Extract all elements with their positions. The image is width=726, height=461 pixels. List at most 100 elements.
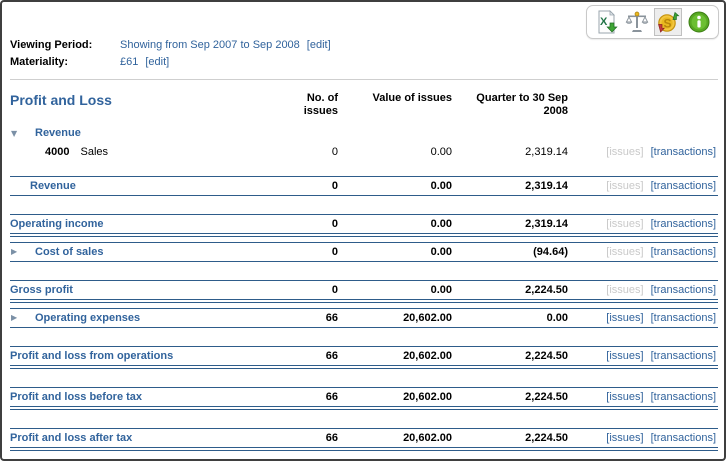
cell-quarter-value: 2,224.50 bbox=[525, 432, 568, 444]
table-header: Profit and Loss No. of issues Value of i… bbox=[10, 92, 718, 118]
viewing-period-row: Viewing Period: Showing from Sep 2007 to… bbox=[10, 37, 718, 54]
section-label[interactable]: Cost of sales bbox=[35, 246, 104, 258]
row-revenue-group: ▼ Revenue bbox=[10, 124, 718, 143]
total-label: Gross profit bbox=[10, 284, 73, 296]
info-button[interactable] bbox=[685, 8, 713, 36]
row-gross-profit: Gross profit 0 0.00 2,224.50 [issues] [t… bbox=[10, 280, 718, 300]
cell-quarter-value: 2,319.14 bbox=[525, 146, 568, 158]
scales-icon bbox=[625, 10, 649, 34]
cell-value-of-issues: 0.00 bbox=[430, 246, 452, 258]
column-header-no-of-issues: No. of issues bbox=[303, 92, 338, 117]
cell-quarter-value: 0.00 bbox=[546, 312, 568, 324]
svg-text:X: X bbox=[600, 16, 608, 28]
page-title: Profit and Loss bbox=[10, 92, 112, 108]
issues-link[interactable]: [issues] bbox=[606, 432, 644, 444]
materiality-value: £61 bbox=[120, 56, 139, 68]
double-rule bbox=[10, 234, 718, 237]
excel-export-icon: X bbox=[594, 10, 618, 34]
transactions-link[interactable]: [transactions] bbox=[650, 350, 716, 362]
cell-quarter-value: 2,224.50 bbox=[525, 284, 568, 296]
header-divider bbox=[10, 79, 718, 80]
issues-link: [issues] bbox=[606, 146, 644, 158]
issues-link[interactable]: [issues] bbox=[606, 350, 644, 362]
row-pl-from-operations: Profit and loss from operations 66 20,60… bbox=[10, 346, 718, 366]
issues-link: [issues] bbox=[606, 284, 644, 296]
total-label: Operating income bbox=[10, 218, 104, 230]
account-name: Sales bbox=[80, 146, 109, 158]
expand-triangle-icon[interactable]: ▶ bbox=[11, 313, 18, 322]
cell-no-of-issues: 0 bbox=[331, 284, 338, 296]
cell-value-of-issues: 20,602.00 bbox=[403, 391, 452, 403]
issues-link[interactable]: [issues] bbox=[606, 391, 644, 403]
transactions-link[interactable]: [transactions] bbox=[650, 432, 716, 444]
row-revenue-subtotal: Revenue 0 0.00 2,319.14 [issues] [transa… bbox=[10, 176, 718, 196]
cell-no-of-issues: 0 bbox=[331, 180, 338, 192]
expand-triangle-icon[interactable]: ▶ bbox=[11, 247, 18, 256]
cell-no-of-issues: 0 bbox=[331, 146, 338, 158]
cell-quarter-value: 2,319.14 bbox=[525, 180, 568, 192]
cell-no-of-issues: 66 bbox=[325, 312, 338, 324]
svg-text:S: S bbox=[664, 17, 672, 31]
total-label: Profit and loss after tax bbox=[10, 432, 133, 444]
issues-link: [issues] bbox=[606, 180, 644, 192]
double-rule bbox=[10, 407, 718, 410]
subtotal-label: Revenue bbox=[30, 180, 76, 192]
issues-link[interactable]: [issues] bbox=[606, 312, 644, 324]
double-rule bbox=[10, 300, 718, 303]
issues-link: [issues] bbox=[606, 218, 644, 230]
transactions-link[interactable]: [transactions] bbox=[650, 218, 716, 230]
cell-no-of-issues: 66 bbox=[325, 391, 338, 403]
materiality-label: Materiality: bbox=[10, 56, 69, 68]
transactions-link[interactable]: [transactions] bbox=[650, 146, 716, 158]
materiality-row: Materiality: £61 [edit] bbox=[10, 54, 718, 71]
cell-value-of-issues: 0.00 bbox=[430, 284, 452, 296]
section-label[interactable]: Operating expenses bbox=[35, 312, 141, 324]
viewing-period-label: Viewing Period: bbox=[10, 39, 93, 51]
account-code: 4000 bbox=[45, 146, 70, 158]
row-operating-income: Operating income 0 0.00 2,319.14 [issues… bbox=[10, 214, 718, 234]
cell-value-of-issues: 20,602.00 bbox=[403, 432, 452, 444]
transactions-link[interactable]: [transactions] bbox=[650, 391, 716, 403]
cell-value-of-issues: 0.00 bbox=[430, 218, 452, 230]
total-label: Profit and loss from operations bbox=[10, 350, 174, 362]
materiality-button[interactable] bbox=[623, 8, 651, 36]
row-account-4000-sales: 4000 Sales 0 0.00 2,319.14 [issues] [tra… bbox=[10, 143, 718, 162]
row-operating-expenses: ▶ Operating expenses 66 20,602.00 0.00 [… bbox=[10, 308, 718, 328]
report-settings: Viewing Period: Showing from Sep 2007 to… bbox=[10, 37, 718, 71]
transactions-link[interactable]: [transactions] bbox=[650, 312, 716, 324]
double-rule bbox=[10, 366, 718, 369]
cell-value-of-issues: 20,602.00 bbox=[403, 350, 452, 362]
transactions-link[interactable]: [transactions] bbox=[650, 246, 716, 258]
edit-viewing-period-link[interactable]: [edit] bbox=[306, 39, 331, 51]
double-rule bbox=[10, 448, 718, 451]
toolbar: X S bbox=[586, 5, 719, 39]
cell-no-of-issues: 66 bbox=[325, 432, 338, 444]
cell-value-of-issues: 20,602.00 bbox=[403, 312, 452, 324]
row-pl-before-tax: Profit and loss before tax 66 20,602.00 … bbox=[10, 387, 718, 407]
row-cost-of-sales: ▶ Cost of sales 0 0.00 (94.64) [issues] … bbox=[10, 242, 718, 262]
column-header-value-of-issues: Value of issues bbox=[372, 92, 452, 104]
currency-icon: S bbox=[656, 10, 680, 34]
total-label: Profit and loss before tax bbox=[10, 391, 143, 403]
cell-no-of-issues: 0 bbox=[331, 218, 338, 230]
info-icon bbox=[687, 10, 711, 34]
currency-button[interactable]: S bbox=[654, 8, 682, 36]
transactions-link[interactable]: [transactions] bbox=[650, 284, 716, 296]
cell-no-of-issues: 66 bbox=[325, 350, 338, 362]
collapse-triangle-icon[interactable]: ▼ bbox=[11, 129, 18, 138]
cell-no-of-issues: 0 bbox=[331, 246, 338, 258]
cell-value-of-issues: 0.00 bbox=[430, 180, 452, 192]
column-header-quarter: Quarter to 30 Sep 2008 bbox=[476, 92, 568, 117]
cell-quarter-value: 2,224.50 bbox=[525, 391, 568, 403]
cell-value-of-issues: 0.00 bbox=[430, 146, 452, 158]
viewing-period-value: Showing from Sep 2007 to Sep 2008 bbox=[120, 39, 300, 51]
issues-link: [issues] bbox=[606, 246, 644, 258]
cell-quarter-value: 2,224.50 bbox=[525, 350, 568, 362]
edit-materiality-link[interactable]: [edit] bbox=[145, 56, 170, 68]
cell-quarter-value: 2,319.14 bbox=[525, 218, 568, 230]
transactions-link[interactable]: [transactions] bbox=[650, 180, 716, 192]
group-label[interactable]: Revenue bbox=[35, 127, 81, 139]
export-excel-button[interactable]: X bbox=[592, 8, 620, 36]
cell-quarter-value: (94.64) bbox=[533, 246, 568, 258]
row-pl-after-tax: Profit and loss after tax 66 20,602.00 2… bbox=[10, 428, 718, 448]
